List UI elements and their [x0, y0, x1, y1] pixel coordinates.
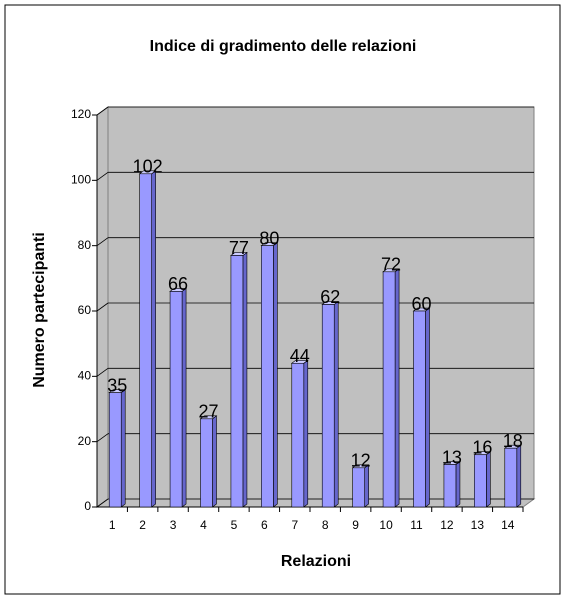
- bar-side: [333, 300, 339, 508]
- x-tick-label: 1: [109, 518, 116, 532]
- bar: [352, 467, 365, 508]
- y-axis-title: Numero partecipanti: [31, 232, 48, 388]
- y-tick-label: 20: [78, 434, 92, 448]
- x-tick-label: 7: [291, 518, 298, 532]
- y-tick-label: 100: [71, 173, 91, 187]
- bar-side: [455, 460, 461, 508]
- y-tick-label: 120: [71, 107, 91, 121]
- bar-side: [181, 287, 187, 508]
- x-tick-label: 11: [410, 518, 423, 532]
- bar-side: [486, 451, 491, 508]
- bar: [321, 304, 335, 508]
- x-tick-label: 13: [471, 518, 485, 532]
- bar-side: [273, 242, 278, 508]
- chart-title: Indice di gradimento delle relazioni: [150, 38, 417, 55]
- x-tick-label: 6: [261, 518, 268, 532]
- grid-line-side: [96, 498, 109, 508]
- bar: [108, 392, 122, 508]
- value-label: 35: [107, 375, 127, 395]
- x-tick-label: 9: [352, 518, 359, 532]
- bar-side: [394, 268, 400, 508]
- floor: [95, 498, 536, 508]
- value-label: 27: [198, 402, 218, 422]
- value-label: 77: [229, 238, 249, 258]
- bar-side: [242, 251, 248, 508]
- value-label: 66: [168, 274, 188, 294]
- x-tick-label: 10: [379, 518, 393, 532]
- x-tick-label: 5: [231, 518, 238, 532]
- x-tick-label: 4: [200, 518, 207, 532]
- grid-line-side: [96, 237, 109, 246]
- grid-line-side: [96, 302, 109, 312]
- bar: [291, 362, 305, 508]
- bar: [139, 173, 152, 508]
- grid-line-side: [96, 433, 109, 442]
- bar: [443, 464, 457, 508]
- grid-line-side: [96, 172, 109, 181]
- x-axis-title: Relazioni: [281, 553, 351, 570]
- value-label: 12: [351, 451, 371, 471]
- bar: [230, 255, 244, 508]
- bar: [261, 245, 274, 508]
- y-tick-label: 40: [78, 369, 92, 383]
- x-tick-label: 8: [322, 518, 329, 532]
- grid-line-side: [96, 368, 109, 377]
- value-label: 80: [259, 228, 279, 248]
- value-label: 62: [320, 287, 340, 307]
- bar-side: [516, 444, 522, 508]
- value-label: 72: [381, 255, 401, 275]
- bar: [504, 447, 518, 508]
- bar-side: [212, 415, 217, 508]
- value-label: 13: [442, 447, 462, 467]
- y-tick-label: 0: [84, 499, 91, 513]
- x-tick-label: 12: [440, 518, 454, 532]
- x-tick-label: 14: [501, 518, 515, 532]
- value-label: 18: [503, 431, 523, 451]
- bar-side: [303, 359, 309, 508]
- value-label: 16: [472, 437, 492, 457]
- value-label: 60: [411, 294, 431, 314]
- bar: [169, 291, 183, 508]
- x-tick-label: 2: [139, 518, 146, 532]
- bar-side: [364, 464, 369, 508]
- bar-side: [120, 389, 126, 508]
- x-tick-label: 3: [170, 518, 177, 532]
- bar: [382, 271, 396, 508]
- value-label: 102: [133, 157, 163, 177]
- bar: [413, 310, 426, 508]
- bar: [200, 418, 213, 508]
- grid-line-side: [96, 106, 109, 116]
- bar: [474, 454, 487, 508]
- value-label: 44: [290, 346, 310, 366]
- y-tick-label: 60: [78, 303, 92, 317]
- bar-side: [151, 170, 156, 508]
- y-tick-label: 80: [78, 238, 92, 252]
- bar-side: [425, 307, 430, 508]
